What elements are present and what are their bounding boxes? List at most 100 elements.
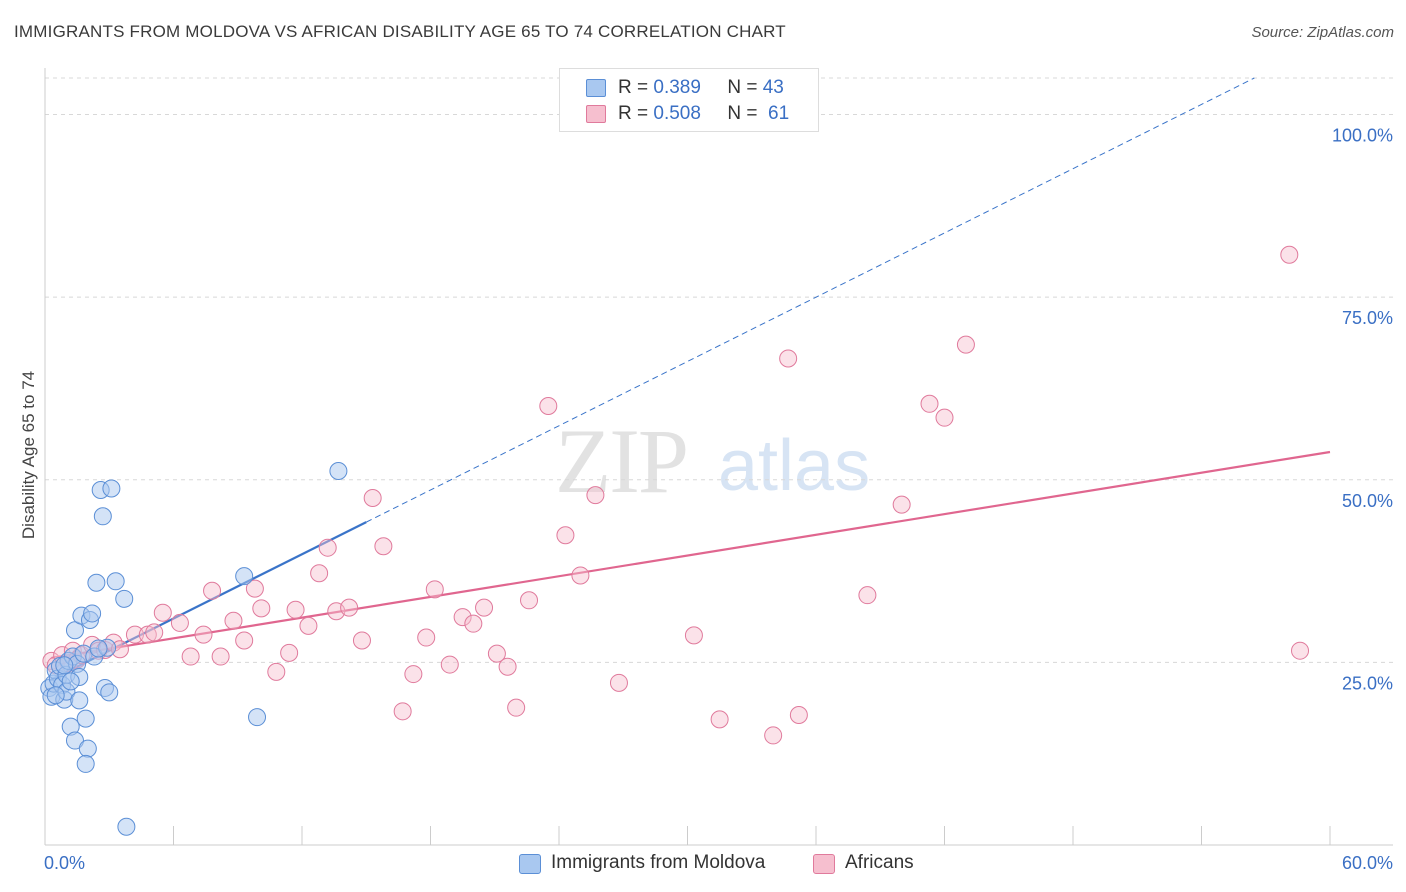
- stats-r-value: 0.508: [653, 103, 701, 124]
- point-africans: [194, 625, 213, 644]
- point-africans: [425, 580, 444, 599]
- point-africans: [252, 599, 271, 618]
- point-africans: [1291, 641, 1310, 660]
- point-africans: [318, 538, 337, 557]
- point-africans: [609, 673, 628, 692]
- point-africans: [453, 608, 472, 627]
- point-africans: [464, 614, 483, 633]
- point-africans: [417, 628, 436, 647]
- stats-legend-swatch-africans: [586, 105, 606, 123]
- y-tick-label: 75.0%: [1342, 308, 1393, 328]
- point-africans: [571, 566, 590, 585]
- point-moldova: [46, 686, 65, 705]
- point-moldova: [100, 683, 119, 702]
- point-africans: [684, 626, 703, 645]
- point-moldova: [76, 754, 95, 773]
- x-tick-label-min: 0.0%: [44, 853, 85, 873]
- chart-title: IMMIGRANTS FROM MOLDOVA VS AFRICAN DISAB…: [14, 22, 786, 41]
- x-tick-label-max: 60.0%: [1342, 853, 1393, 873]
- point-africans: [956, 335, 975, 354]
- point-africans: [245, 579, 264, 598]
- point-africans: [363, 489, 382, 508]
- point-africans: [235, 631, 254, 650]
- point-moldova: [235, 567, 254, 586]
- point-moldova: [61, 672, 80, 691]
- point-africans: [170, 613, 189, 632]
- point-africans: [920, 394, 939, 413]
- point-africans: [340, 598, 359, 617]
- point-africans: [125, 625, 144, 644]
- point-africans: [211, 647, 230, 666]
- stats-n-value: 43: [762, 77, 784, 98]
- point-moldova: [93, 507, 112, 526]
- watermark-atlas: atlas: [718, 426, 870, 506]
- point-africans: [374, 537, 393, 556]
- point-africans: [404, 665, 423, 684]
- point-africans: [1280, 245, 1299, 264]
- point-africans: [498, 657, 517, 676]
- stats-legend-swatch-moldova: [586, 79, 606, 97]
- legend-swatch-moldova: [519, 854, 541, 874]
- stats-r-label: R =: [618, 77, 649, 98]
- point-moldova: [106, 572, 125, 591]
- point-moldova: [248, 708, 267, 727]
- point-moldova: [102, 479, 121, 498]
- point-africans: [267, 662, 286, 681]
- point-africans: [153, 603, 172, 622]
- point-africans: [935, 408, 954, 427]
- point-moldova: [87, 573, 106, 592]
- stats-n-label: N =: [727, 103, 758, 124]
- point-africans: [539, 396, 558, 415]
- point-moldova: [89, 639, 108, 658]
- point-africans: [858, 586, 877, 605]
- y-tick-label: 100.0%: [1332, 126, 1393, 146]
- point-africans: [393, 702, 412, 721]
- point-africans: [556, 526, 575, 545]
- point-africans: [586, 486, 605, 505]
- y-tick-label: 25.0%: [1342, 673, 1393, 693]
- point-africans: [352, 631, 371, 650]
- point-africans: [779, 349, 798, 368]
- point-africans: [280, 643, 299, 662]
- point-africans: [181, 647, 200, 666]
- point-moldova: [83, 604, 102, 623]
- source-label: Source: ZipAtlas.com: [1251, 24, 1394, 41]
- point-africans: [487, 644, 506, 663]
- point-africans: [710, 710, 729, 729]
- stats-n-label: N =: [727, 77, 758, 98]
- point-moldova: [115, 589, 134, 608]
- y-axis-label: Disability Age 65 to 74: [19, 371, 38, 539]
- point-africans: [286, 600, 305, 619]
- point-moldova: [65, 731, 84, 750]
- point-africans: [789, 705, 808, 724]
- point-africans: [475, 598, 494, 617]
- legend-label-moldova: Immigrants from Moldova: [551, 852, 766, 873]
- point-africans: [299, 616, 318, 635]
- trend-line-moldova-extension: [366, 77, 1255, 523]
- point-africans: [440, 655, 459, 674]
- watermark-zip: ZIP: [555, 410, 687, 512]
- point-africans: [145, 623, 164, 642]
- point-moldova: [117, 817, 136, 836]
- trend-line-africans: [51, 450, 1331, 660]
- watermark: ZIP atlas: [555, 410, 870, 512]
- legend-label-africans: Africans: [845, 852, 914, 873]
- stats-r-value: 0.389: [653, 77, 701, 98]
- point-moldova: [76, 709, 95, 728]
- point-moldova: [329, 461, 348, 480]
- point-moldova: [70, 691, 89, 710]
- y-tick-label: 50.0%: [1342, 491, 1393, 511]
- point-africans: [138, 625, 157, 644]
- point-africans: [764, 726, 783, 745]
- point-africans: [520, 591, 539, 610]
- point-moldova: [78, 739, 97, 758]
- point-africans: [310, 564, 329, 583]
- point-moldova: [55, 656, 74, 675]
- legend-swatch-africans: [813, 854, 835, 874]
- point-africans: [892, 495, 911, 514]
- point-africans: [224, 611, 243, 630]
- point-africans: [507, 698, 526, 717]
- stats-legend: R = 0.389 N = 43 R = 0.508 N = 61: [559, 68, 819, 132]
- point-africans: [203, 581, 222, 600]
